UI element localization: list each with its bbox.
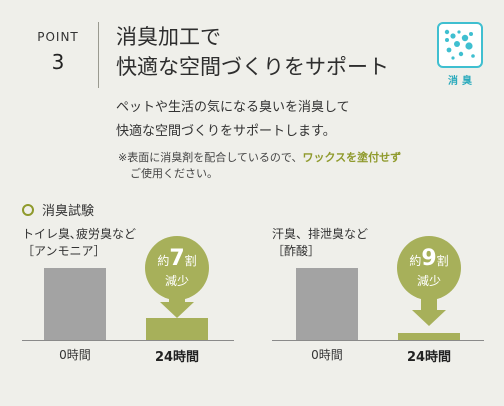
axis-label-before: 0時間 (311, 348, 343, 362)
note-highlight: ワックスを塗付せず (302, 151, 402, 164)
bar-before (44, 268, 106, 340)
point-number: 3 (51, 50, 65, 74)
badge-suffix: 割 (436, 254, 449, 268)
deodorize-dots-icon (444, 29, 475, 60)
section-heading: 消臭試験 (22, 200, 94, 219)
headline-line1: 消臭加工で (116, 25, 221, 49)
description-line2: 快適な空間づくりをサポートします。 (116, 124, 336, 139)
section-title: 消臭試験 (42, 204, 95, 219)
chart-baseline (272, 340, 484, 341)
chart-subtitle: ［酢酸］ (272, 244, 321, 258)
note-line2: ご使用ください。 (130, 167, 218, 180)
headline: 消臭加工で 快適な空間づくりをサポート (116, 22, 389, 82)
headline-line2: 快適な空間づくりをサポート (116, 55, 389, 79)
chart-acetic-acid: 汗臭、排泄臭など ［酢酸］ (272, 226, 368, 260)
point-label: POINT (37, 30, 79, 44)
chart-title: 汗臭、排泄臭など (272, 227, 369, 241)
badge-prefix: 約 (409, 254, 422, 268)
note: ※表面に消臭剤を配合しているので、ワックスを塗付せず ご使用ください。 (118, 150, 401, 182)
badge-bottom: 減少 (416, 274, 441, 288)
chart-title: トイレ臭､疲労臭など (22, 227, 137, 241)
down-arrow-icon (160, 292, 194, 318)
deodorize-caption: 消臭 (448, 76, 476, 87)
deodorize-icon (437, 22, 483, 68)
axis-label-after: 24時間 (154, 350, 200, 365)
divider (98, 22, 99, 88)
axis-label-after: 24時間 (406, 350, 452, 365)
description-line1: ペットや生活の気になる臭いを消臭して (116, 100, 350, 115)
chart-ammonia: トイレ臭､疲労臭など ［アンモニア］ (22, 226, 136, 260)
description: ペットや生活の気になる臭いを消臭して 快適な空間づくりをサポートします。 (116, 96, 350, 144)
badge-bottom: 減少 (164, 274, 189, 288)
chart-baseline (22, 340, 234, 341)
badge-suffix: 割 (184, 254, 197, 268)
axis-label-before: 0時間 (59, 348, 91, 362)
badge-value: 9 (421, 246, 437, 271)
bar-after (146, 318, 208, 340)
badge-prefix: 約 (157, 254, 170, 268)
bar-after (398, 333, 460, 340)
reduction-badge: 約7割 減少 (145, 236, 209, 300)
ring-bullet-icon (22, 203, 34, 216)
reduction-badge: 約9割 減少 (397, 236, 461, 300)
badge-value: 7 (169, 246, 185, 271)
note-prefix: ※表面に消臭剤を配合しているので、 (118, 151, 303, 164)
down-arrow-icon (412, 292, 446, 326)
bar-before (296, 268, 358, 340)
point-label-box: POINT 3 (22, 22, 94, 86)
chart-subtitle: ［アンモニア］ (22, 244, 106, 258)
